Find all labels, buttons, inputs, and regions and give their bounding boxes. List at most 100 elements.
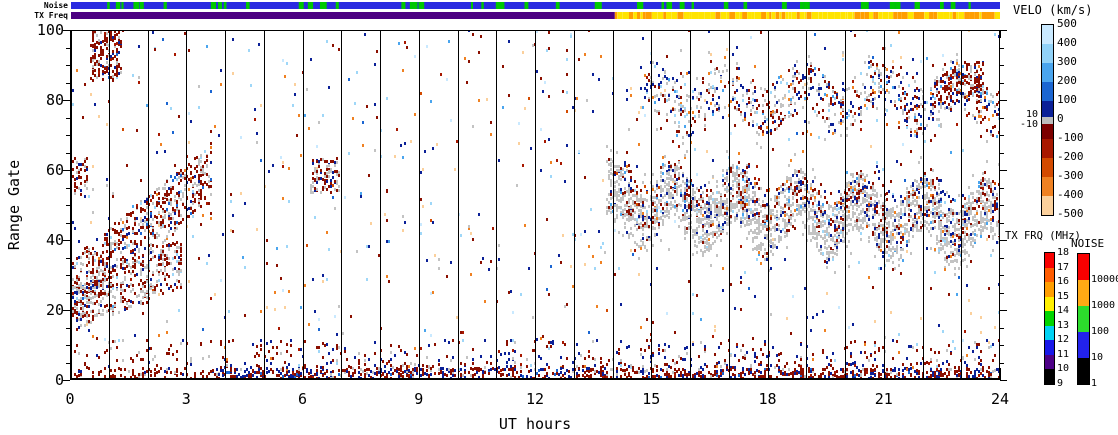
axis-tick (535, 30, 536, 38)
axis-tick (419, 368, 420, 380)
velo-colorbar-segment (1042, 25, 1053, 44)
axis-tick (690, 30, 691, 35)
velo-colorbar-label: -300 (1057, 169, 1084, 182)
noise-colorbar-label: 10000 (1091, 274, 1118, 285)
axis-tick (1000, 65, 1004, 66)
velo-colorbar-segment (1042, 101, 1053, 117)
tx-frq-colorbar-segment (1045, 369, 1054, 384)
velo-colorbar-title: VELO (km/s) (1013, 3, 1093, 17)
velo-colorbar-segment (1042, 82, 1053, 101)
noise-strip-label: Noise (43, 1, 68, 10)
axis-tick (264, 373, 265, 380)
noise-colorbar-segment (1078, 332, 1089, 358)
axis-tick (729, 30, 730, 35)
noise-colorbar-segment (1078, 358, 1089, 384)
velo-colorbar-segment (1042, 123, 1053, 139)
velo-colorbar-label: 400 (1057, 36, 1077, 49)
velo-colorbar-segment (1042, 196, 1053, 215)
axis-tick (1000, 188, 1004, 189)
axis-tick (574, 30, 575, 35)
axis-tick (961, 373, 962, 380)
axis-tick (63, 310, 70, 311)
tx-frq-colorbar-label: 15 (1057, 290, 1070, 302)
axis-tick (1000, 328, 1004, 329)
axis-tick (303, 30, 304, 38)
x-tick-label: 12 (525, 390, 545, 408)
axis-tick (1000, 275, 1004, 276)
x-tick-label: 3 (181, 390, 191, 408)
x-tick-label: 0 (65, 390, 75, 408)
axis-tick (341, 373, 342, 380)
axis-tick (729, 373, 730, 380)
tx-frq-colorbar-label: 10 (1057, 363, 1070, 375)
velo-colorbar-label: 500 (1057, 17, 1077, 30)
velo-colorbar-segment (1042, 177, 1053, 196)
velo-colorbar-label: -500 (1057, 207, 1084, 220)
axis-tick (70, 368, 71, 380)
velo-colorbar-segment (1042, 116, 1053, 124)
axis-tick (66, 293, 70, 294)
axis-tick (806, 373, 807, 380)
axis-tick (225, 30, 226, 35)
x-tick-label: 18 (758, 390, 777, 408)
noise-colorbar (1077, 253, 1090, 385)
axis-tick (496, 30, 497, 35)
axis-tick (613, 373, 614, 380)
axis-tick (1000, 30, 1001, 38)
tx-frq-colorbar-segment (1045, 325, 1054, 341)
noise-colorbar-label: 1 (1091, 378, 1098, 389)
axis-tick (66, 118, 70, 119)
velo-colorbar-label: 300 (1057, 55, 1077, 68)
axis-tick (66, 205, 70, 206)
noise-colorbar-segment (1078, 254, 1089, 280)
axis-tick (1000, 205, 1004, 206)
axis-tick (63, 170, 70, 171)
y-tick-label: 40 (45, 231, 64, 249)
velo-colorbar-label: 100 (1057, 93, 1077, 106)
x-tick-label: 24 (990, 390, 1010, 408)
axis-tick (1000, 153, 1004, 154)
axis-tick (1000, 293, 1004, 294)
axis-tick (419, 30, 420, 38)
tx-frq-colorbar-label: 12 (1057, 334, 1070, 346)
x-tick-label: 6 (297, 390, 308, 408)
velo-colorbar-label: -400 (1057, 188, 1084, 201)
velo-colorbar-label: 0 (1057, 112, 1064, 125)
axis-tick (613, 30, 614, 35)
axis-tick (264, 30, 265, 35)
tx-frq-colorbar-segment (1045, 340, 1054, 355)
axis-tick (651, 30, 652, 38)
axis-tick (66, 48, 70, 49)
axis-tick (225, 373, 226, 380)
x-tick-label: 9 (414, 390, 424, 408)
axis-tick (70, 30, 71, 38)
x-axis-title: UT hours (498, 415, 572, 433)
axis-tick (1000, 223, 1004, 224)
axis-tick (66, 153, 70, 154)
tx-frq-colorbar-title: TX FRQ (MHz) (1005, 230, 1081, 242)
axis-tick (690, 373, 691, 380)
axis-tick (66, 83, 70, 84)
tx-frq-colorbar-segment (1045, 253, 1054, 268)
axis-tick (496, 373, 497, 380)
axis-tick (66, 135, 70, 136)
y-tick-label: 100 (36, 21, 64, 39)
tx-frq-colorbar-label: 9 (1057, 377, 1064, 389)
axis-tick (186, 368, 187, 380)
axis-tick (66, 275, 70, 276)
axis-tick (845, 373, 846, 380)
y-tick-label: 0 (54, 371, 64, 389)
axis-tick (148, 373, 149, 380)
axis-tick (458, 373, 459, 380)
axis-tick (380, 373, 381, 380)
axis-tick (1000, 380, 1007, 381)
axis-tick (66, 188, 70, 189)
axis-tick (63, 380, 70, 381)
axis-tick (303, 368, 304, 380)
velo-colorbar (1041, 24, 1054, 216)
tx-frq-colorbar-label: 16 (1057, 276, 1070, 288)
axis-tick (884, 368, 885, 380)
y-tick-label: 60 (45, 161, 64, 179)
axis-tick (1000, 100, 1007, 101)
